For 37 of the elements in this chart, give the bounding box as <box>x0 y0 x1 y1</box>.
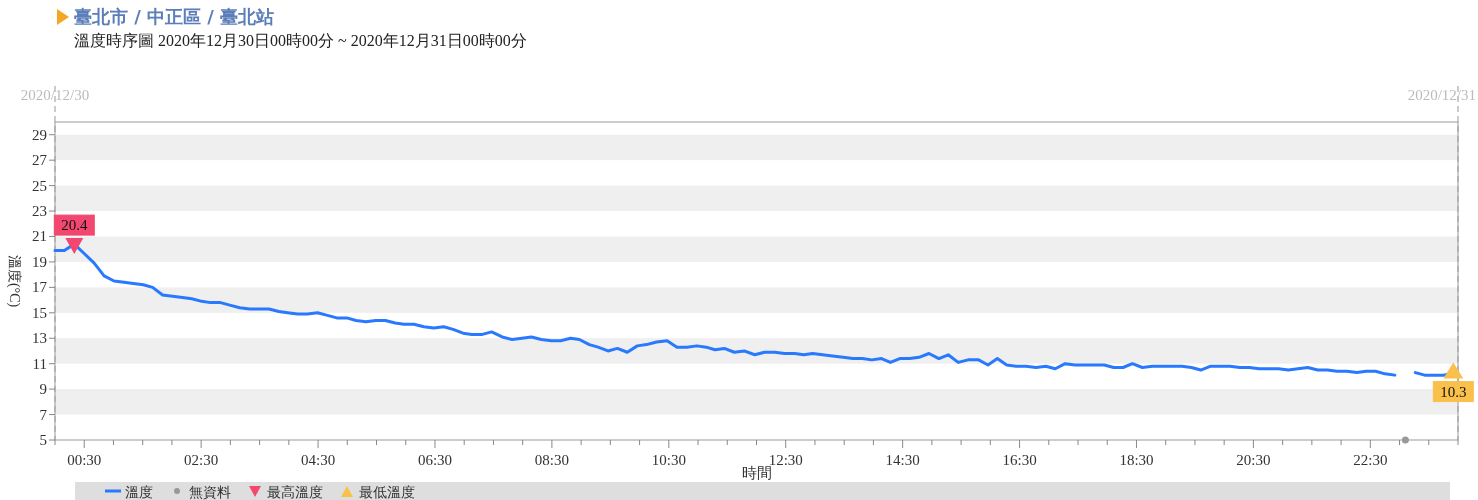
x-tick-label: 12:30 <box>768 452 803 468</box>
x-tick-label: 22:30 <box>1353 452 1388 468</box>
text: 2020/12/31 <box>1407 87 1476 103</box>
chart-subtitle: 溫度時序圖 2020年12月30日00時00分 ~ 2020年12月31日00時00分 <box>74 32 527 49</box>
y-tick-label: 25 <box>32 177 47 194</box>
data-label: 20.4 <box>61 217 88 234</box>
y-tick-label: 23 <box>32 203 47 220</box>
y-tick-label: 5 <box>39 432 47 448</box>
x-axis-title: 時間 <box>741 465 772 481</box>
y-tick-label: 19 <box>32 253 47 270</box>
x-tick-label: 16:30 <box>1002 452 1037 468</box>
y-tick-label: 15 <box>32 304 47 321</box>
x-tick-label: 04:30 <box>300 452 336 468</box>
legend-label: 最低溫度 <box>359 485 415 500</box>
y-tick-label: 17 <box>32 279 48 296</box>
text: 2020/12/30 <box>20 87 90 103</box>
legend-label: 無資料 <box>189 485 231 500</box>
x-tick-label: 10:30 <box>651 452 686 468</box>
x-tick-label: 20:30 <box>1236 452 1271 468</box>
data-label: 10.3 <box>1440 383 1467 400</box>
y-tick-label: 11 <box>32 355 47 372</box>
legend-label: 溫度 <box>125 485 153 500</box>
x-tick-label: 14:30 <box>885 452 920 468</box>
x-tick-label: 00:30 <box>67 452 102 468</box>
y-tick-label: 27 <box>32 152 48 169</box>
x-tick-label: 02:30 <box>184 452 219 468</box>
x-tick-label: 18:30 <box>1119 452 1154 468</box>
y-axis-title: 溫度(°C) <box>6 254 22 308</box>
y-tick-label: 7 <box>39 406 48 423</box>
y-tick-label: 21 <box>32 228 47 245</box>
x-tick-label: 06:30 <box>417 452 453 468</box>
chart-title: 臺北市 / 中正區 / 臺北站 <box>74 6 275 27</box>
x-tick-label: 08:30 <box>534 452 569 468</box>
y-tick-label: 29 <box>32 126 47 143</box>
legend-label: 最高溫度 <box>267 485 323 500</box>
y-tick-label: 9 <box>39 381 47 398</box>
y-tick-label: 13 <box>32 330 47 347</box>
